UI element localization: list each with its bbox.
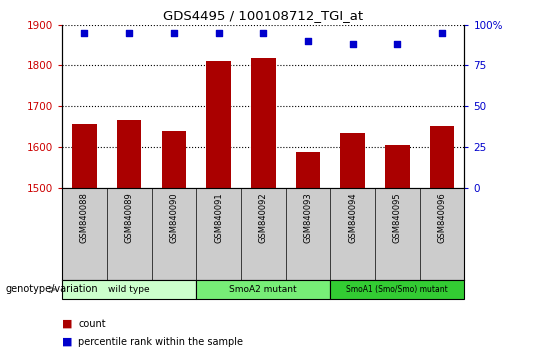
Point — [438, 30, 447, 36]
Text: GSM840090: GSM840090 — [170, 192, 178, 243]
Bar — [161, 131, 186, 188]
Text: GSM840088: GSM840088 — [80, 192, 89, 243]
Bar — [385, 145, 410, 188]
Text: GSM840091: GSM840091 — [214, 192, 223, 243]
Title: GDS4495 / 100108712_TGI_at: GDS4495 / 100108712_TGI_at — [163, 9, 363, 22]
Text: GSM840089: GSM840089 — [125, 192, 134, 243]
Bar — [62, 280, 196, 299]
Bar — [206, 62, 231, 188]
Point — [214, 30, 223, 36]
Text: SmoA1 (Smo/Smo) mutant: SmoA1 (Smo/Smo) mutant — [347, 285, 448, 294]
Bar — [330, 280, 464, 299]
Point — [170, 30, 178, 36]
Text: genotype/variation: genotype/variation — [5, 284, 98, 295]
Text: ■: ■ — [62, 319, 72, 329]
Text: GSM840094: GSM840094 — [348, 192, 357, 243]
Text: percentile rank within the sample: percentile rank within the sample — [78, 337, 244, 347]
Text: wild type: wild type — [109, 285, 150, 294]
Point — [80, 30, 89, 36]
Point — [259, 30, 268, 36]
Bar — [430, 126, 454, 188]
Bar — [117, 120, 141, 188]
Bar — [296, 152, 320, 188]
Bar — [340, 133, 365, 188]
Bar — [196, 280, 330, 299]
Point — [303, 38, 312, 44]
Text: GSM840096: GSM840096 — [437, 192, 447, 243]
Text: GSM840095: GSM840095 — [393, 192, 402, 243]
Text: GSM840092: GSM840092 — [259, 192, 268, 243]
Text: count: count — [78, 319, 106, 329]
Point — [125, 30, 133, 36]
Text: SmoA2 mutant: SmoA2 mutant — [230, 285, 297, 294]
Bar — [72, 124, 97, 188]
Point — [393, 41, 402, 47]
Text: GSM840093: GSM840093 — [303, 192, 313, 243]
Bar — [251, 58, 275, 188]
Point — [348, 41, 357, 47]
Text: ■: ■ — [62, 337, 72, 347]
